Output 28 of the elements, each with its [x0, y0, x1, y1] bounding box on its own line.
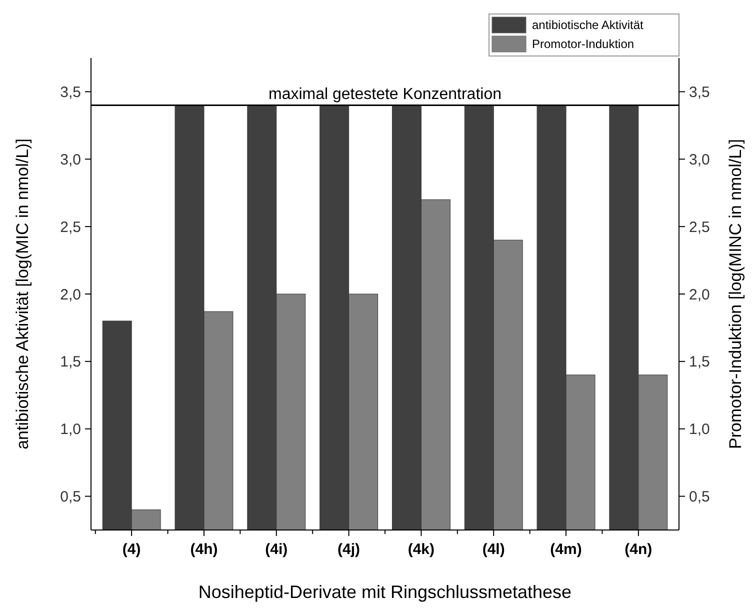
y-tick-label: 3,0 — [60, 151, 81, 168]
x-tick-label: (4j) — [338, 541, 360, 558]
y-tick-label: 3,5 — [60, 84, 81, 101]
y2-axis-title: Promotor-Induktion [log(MINC in nmol/L)] — [726, 139, 745, 449]
y-tick-label: 1,0 — [60, 421, 81, 438]
x-tick-label: (4h) — [190, 541, 218, 558]
y-tick-label: 2,5 — [60, 218, 81, 236]
legend-label: antibiotische Aktivität — [532, 18, 644, 32]
y-tick-label: 2,0 — [60, 286, 81, 304]
x-tick-label: (4k) — [408, 541, 435, 558]
x-tick-label: (4m) — [550, 541, 582, 558]
y-tick-label: 0,5 — [60, 488, 81, 506]
x-axis-title: Nosiheptid-Derivate mit Ringschlussmetathese — [198, 582, 572, 602]
y2-tick-label: 2,5 — [689, 218, 710, 236]
x-tick-label: (4l) — [482, 541, 505, 558]
y2-tick-label: 1,5 — [689, 354, 710, 371]
y2-tick-label: 3,5 — [689, 84, 710, 101]
x-tick-label: (4i) — [265, 541, 288, 558]
y2-tick-label: 3,0 — [689, 151, 710, 168]
x-tick-label: (4) — [122, 541, 141, 558]
y2-tick-label: 0,5 — [689, 488, 710, 506]
x-tick-label: (4n) — [624, 541, 652, 558]
y2-tick-label: 2,0 — [689, 286, 710, 304]
legend-label: Promotor-Induktion — [532, 37, 634, 52]
y2-tick-label: 1,0 — [689, 421, 710, 438]
ref-line-label: maximal getestete Konzentration — [268, 86, 502, 104]
y-axis-title: antibiotische Aktivität [log(MIC in nmol/L)] — [13, 138, 32, 450]
y-tick-label: 1,5 — [60, 354, 81, 371]
